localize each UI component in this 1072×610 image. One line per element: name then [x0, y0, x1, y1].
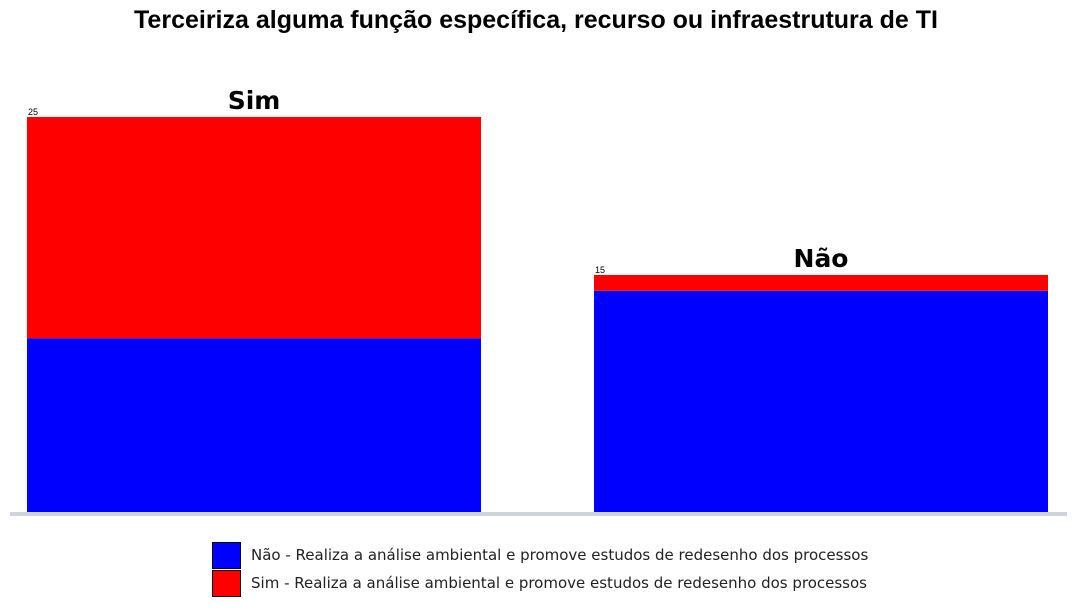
legend-label-sim: Sim - Realiza a análise ambiental e prom…	[251, 574, 867, 592]
chart-title: Terceiriza alguma função específica, rec…	[134, 6, 938, 34]
bar-sim-segment-0	[27, 338, 481, 512]
legend-item-nao: Não - Realiza a análise ambiental e prom…	[212, 541, 868, 569]
legend-item-sim: Sim - Realiza a análise ambiental e prom…	[212, 569, 868, 597]
legend-swatch-sim	[212, 569, 241, 597]
legend: Não - Realiza a análise ambiental e prom…	[212, 541, 868, 597]
legend-swatch-nao	[212, 541, 241, 569]
category-label-nao: Não	[794, 244, 849, 273]
x-axis-baseline	[10, 512, 1067, 516]
labels-layer: 25 Sim 15 Não	[28, 86, 848, 275]
legend-label-nao: Não - Realiza a análise ambiental e prom…	[251, 546, 869, 564]
bar-nao-segment-0	[594, 290, 1048, 512]
category-label-sim: Sim	[228, 86, 281, 115]
stacked-bar-chart: 25 Sim 15 Não	[10, 86, 1067, 516]
bars-layer	[27, 117, 1048, 512]
bar-sim-segment-1	[27, 117, 481, 339]
bar-nao-segment-1	[594, 275, 1048, 291]
total-label-nao: 15	[595, 265, 605, 275]
total-label-sim: 25	[28, 107, 38, 117]
